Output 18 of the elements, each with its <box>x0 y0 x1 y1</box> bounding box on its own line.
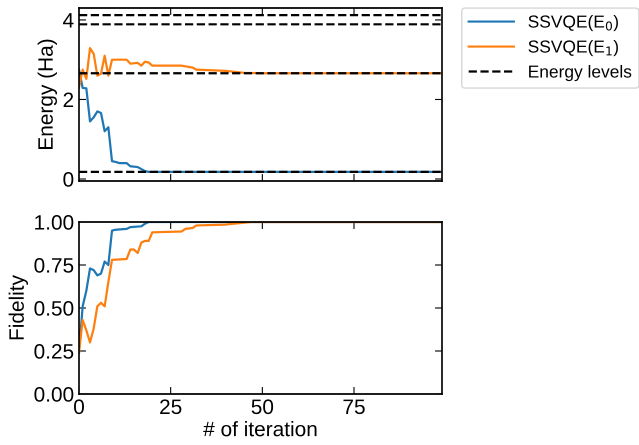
legend-label: SSVQE(E$_{1}$) <box>528 40 618 56</box>
legend-label: SSVQE(E$_{0}$) <box>528 14 618 32</box>
y-tick-label: 0 <box>63 172 74 187</box>
x-axis-title: # of iteration <box>203 421 316 436</box>
x-tick-label: 25 <box>160 399 182 414</box>
x-tick-label: 0 <box>74 399 84 414</box>
y-tick-label: 2 <box>64 92 74 108</box>
y-tick-label: 0.50 <box>34 301 74 316</box>
x-tick-label: 50 <box>252 399 274 414</box>
y-tick-label: 0.75 <box>34 258 74 273</box>
y-axis-title: Fidelity <box>8 275 28 340</box>
y-tick-label: 0.25 <box>34 344 74 359</box>
y-tick-label: 0.00 <box>34 387 74 402</box>
legend-label: Energy levels <box>529 64 632 82</box>
y-axis-title: Energy (Ha) <box>38 40 57 149</box>
y-tick-label: 4 <box>63 13 74 28</box>
x-tick-label: 75 <box>343 400 365 414</box>
y-tick-label: 1.00 <box>35 215 74 230</box>
